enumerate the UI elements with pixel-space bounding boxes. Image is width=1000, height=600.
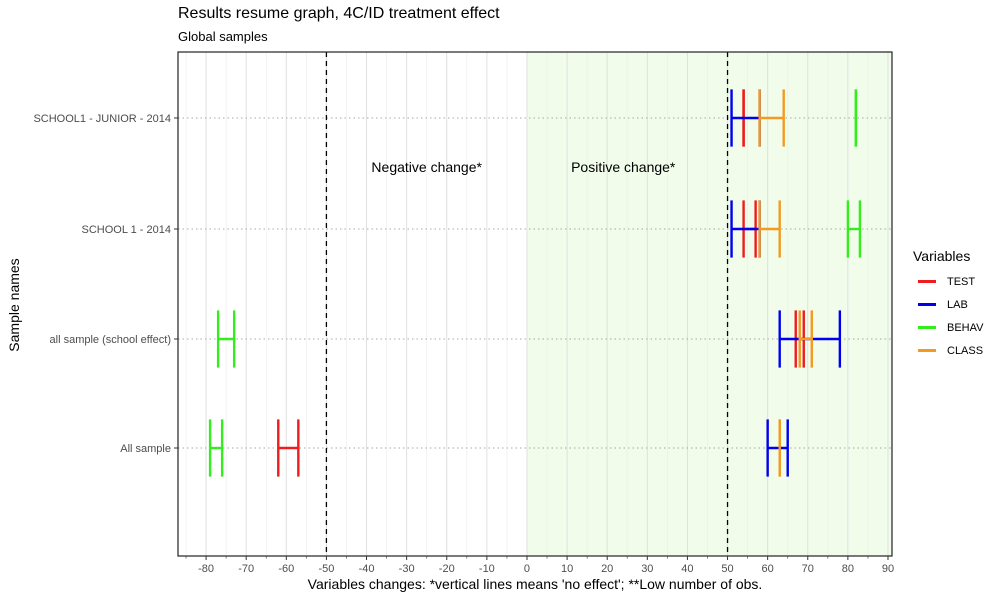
x-tick-label: 60 bbox=[762, 563, 774, 575]
x-tick-label: -40 bbox=[359, 563, 375, 575]
x-axis-label: Variables changes: *vertical lines means… bbox=[307, 576, 763, 592]
chart-subtitle: Global samples bbox=[178, 29, 268, 44]
legend-item-class: CLASS bbox=[913, 339, 983, 362]
x-tick-label: 70 bbox=[802, 563, 814, 575]
errorbar-behav bbox=[208, 419, 224, 477]
x-tick-label: 80 bbox=[842, 563, 854, 575]
x-tick-label: 20 bbox=[601, 563, 613, 575]
legend-label: BEHAV bbox=[947, 321, 984, 334]
errorbar-test bbox=[277, 419, 300, 477]
legend-swatch bbox=[918, 280, 936, 283]
legend-item-lab: LAB bbox=[913, 293, 983, 316]
errorbar-behav bbox=[846, 200, 862, 258]
errorbar-lab bbox=[766, 419, 789, 477]
positive-change-region bbox=[526, 52, 892, 556]
panel-border bbox=[177, 51, 893, 557]
x-tick-label: -70 bbox=[238, 563, 254, 575]
y-tick-label: All sample bbox=[120, 443, 171, 455]
legend-label: TEST bbox=[947, 275, 976, 288]
annotation-label: Positive change* bbox=[571, 159, 676, 175]
x-tick-label: 0 bbox=[524, 563, 530, 575]
legend-swatch bbox=[918, 349, 936, 352]
x-tick-label: -20 bbox=[439, 563, 455, 575]
legend-item-behav: BEHAV bbox=[913, 316, 983, 339]
annotation-label: Negative change* bbox=[371, 159, 482, 175]
errorbar-class bbox=[758, 89, 785, 147]
legend-swatch bbox=[918, 303, 936, 306]
errorbar-behav bbox=[216, 310, 236, 368]
legend-label: CLASS bbox=[947, 344, 984, 357]
x-tick-label: 50 bbox=[721, 563, 733, 575]
x-tick-label: 10 bbox=[561, 563, 573, 575]
x-tick-label: -60 bbox=[278, 563, 294, 575]
legend-swatch bbox=[918, 326, 936, 329]
legend-items: TEST LAB BEHAV CLASS bbox=[913, 270, 983, 362]
x-tick-label: -10 bbox=[479, 563, 495, 575]
chart-legend: Variables TEST LAB BEHAV CLASS bbox=[913, 248, 983, 362]
x-tick-label: -50 bbox=[318, 563, 334, 575]
errorbar-class bbox=[798, 310, 813, 368]
errorbar-class bbox=[758, 200, 781, 258]
y-tick-label: SCHOOL1 - JUNIOR - 2014 bbox=[33, 113, 171, 125]
legend-label: LAB bbox=[947, 298, 968, 311]
x-tick-label: 30 bbox=[641, 563, 653, 575]
legend-item-test: TEST bbox=[913, 270, 983, 293]
chart-title: Results resume graph, 4C/ID treatment ef… bbox=[178, 5, 500, 22]
x-tick-label: -30 bbox=[399, 563, 415, 575]
x-tick-label: 40 bbox=[681, 563, 693, 575]
x-tick-label: 90 bbox=[882, 563, 894, 575]
y-tick-label: SCHOOL 1 - 2014 bbox=[82, 224, 171, 236]
y-tick-label: all sample (school effect) bbox=[50, 334, 171, 346]
x-tick-label: -80 bbox=[198, 563, 214, 575]
legend-title: Variables bbox=[913, 248, 971, 264]
